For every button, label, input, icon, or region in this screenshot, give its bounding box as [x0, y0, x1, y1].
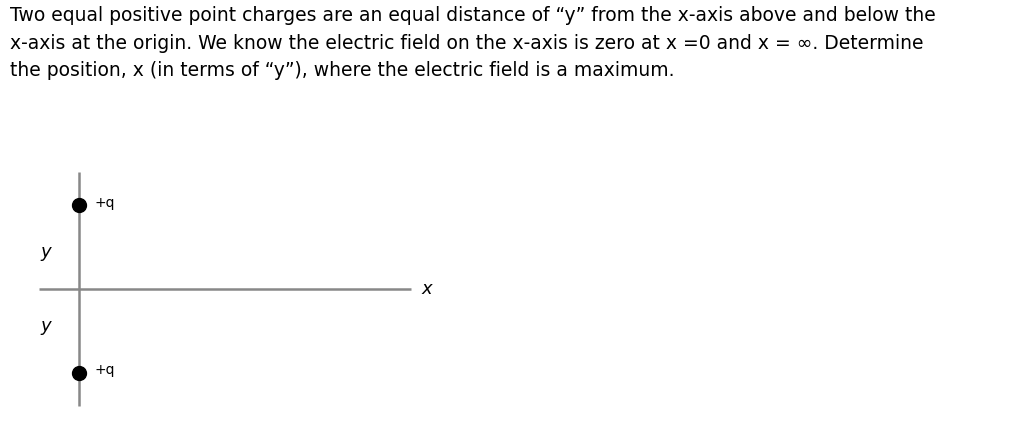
Text: x: x [421, 280, 432, 298]
Text: y: y [40, 243, 51, 261]
Text: +q: +q [94, 196, 115, 210]
Text: +q: +q [94, 363, 115, 377]
Point [72, 369, 88, 376]
Point [72, 202, 88, 209]
Text: y: y [40, 317, 51, 335]
Text: Two equal positive point charges are an equal distance of “y” from the x-axis ab: Two equal positive point charges are an … [10, 6, 936, 80]
